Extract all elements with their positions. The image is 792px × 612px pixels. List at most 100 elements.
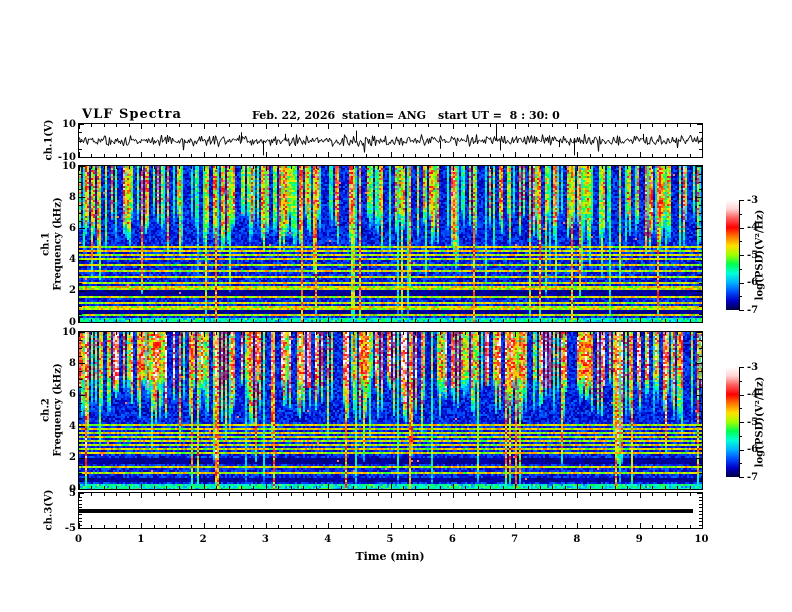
tick-mark [191, 319, 192, 322]
tick-mark [316, 166, 317, 169]
x-axis-title: Time (min) [355, 550, 425, 563]
tick-mark [366, 124, 367, 127]
tick-mark [453, 317, 454, 322]
tick-mark [79, 322, 85, 323]
tick-mark [79, 189, 82, 190]
tick-mark [415, 124, 416, 127]
tick-mark [79, 363, 85, 364]
tick-mark [590, 493, 591, 496]
tick-mark [702, 166, 703, 171]
tick-mark [241, 166, 242, 169]
start-ut-label: start UT = 8 : 30: 0 [438, 109, 560, 122]
tick-mark [353, 493, 354, 496]
tick-mark [699, 299, 702, 300]
tick-mark [79, 306, 82, 307]
tick-mark [739, 228, 744, 229]
tick-mark [540, 493, 541, 496]
tick-mark [415, 154, 416, 157]
tick-mark [241, 486, 242, 489]
tick-mark [699, 497, 702, 498]
tick-mark [440, 319, 441, 322]
tick-mark [690, 486, 691, 489]
tick-mark [328, 166, 329, 171]
ch1-waveform-panel [78, 123, 703, 158]
tick-mark [652, 319, 653, 322]
tick-mark [79, 528, 84, 529]
tick-mark [353, 319, 354, 322]
tick-mark [366, 154, 367, 157]
tick-mark [154, 319, 155, 322]
tick-mark [739, 422, 744, 423]
ch2-frequency-axis-label: Frequency (kHz) [52, 363, 64, 457]
tick-mark [440, 124, 441, 127]
tick-mark [253, 124, 254, 127]
tick-mark [129, 154, 130, 157]
tick-mark [702, 152, 703, 157]
tick-mark [665, 525, 666, 528]
tick-mark [490, 154, 491, 157]
tick-mark [291, 124, 292, 127]
tick-mark [391, 166, 392, 171]
tick-mark [378, 332, 379, 335]
tick-mark [552, 319, 553, 322]
tick-mark [79, 514, 82, 515]
tick-mark [515, 484, 516, 489]
tick-mark [503, 319, 504, 322]
tick-mark [696, 458, 702, 459]
tick-mark [528, 154, 529, 157]
tick-mark [690, 493, 691, 496]
tick-mark [129, 124, 130, 127]
tick-mark [204, 124, 205, 129]
tick-mark [739, 214, 742, 215]
tick-mark [79, 348, 82, 349]
tick-mark [699, 205, 702, 206]
tick-mark [699, 504, 702, 505]
tick-mark [490, 525, 491, 528]
tick-mark [104, 124, 105, 127]
tick-mark [116, 525, 117, 528]
tick-mark [79, 228, 85, 229]
tick-mark [515, 523, 516, 528]
tick-mark [79, 244, 82, 245]
ch2-frequency-tick-label: 8 [69, 357, 76, 369]
tick-mark [696, 363, 702, 364]
tick-mark [528, 525, 529, 528]
tick-mark [515, 332, 516, 337]
tick-mark [79, 371, 82, 372]
colorbar-tick-label: -6 [747, 277, 759, 288]
tick-mark [697, 528, 702, 529]
tick-mark [166, 525, 167, 528]
tick-mark [341, 154, 342, 157]
tick-mark [739, 200, 744, 201]
tick-mark [552, 154, 553, 157]
tick-mark [129, 493, 130, 496]
tick-mark [696, 332, 702, 333]
tick-mark [699, 511, 702, 512]
tick-mark [366, 332, 367, 335]
tick-mark [699, 252, 702, 253]
tick-mark [79, 221, 82, 222]
tick-mark [739, 436, 742, 437]
tick-mark [366, 493, 367, 496]
tick-mark [79, 493, 84, 494]
tick-mark [602, 154, 603, 157]
tick-mark [179, 319, 180, 322]
tick-mark [640, 152, 641, 157]
tick-mark [253, 486, 254, 489]
tick-mark [79, 141, 82, 142]
tick-mark [378, 486, 379, 489]
x-tick-label: 10 [694, 534, 709, 545]
tick-mark [266, 317, 267, 322]
tick-mark [640, 166, 641, 171]
tick-mark [652, 332, 653, 335]
tick-mark [79, 267, 82, 268]
tick-mark [465, 486, 466, 489]
tick-mark [403, 154, 404, 157]
tick-mark [428, 493, 429, 496]
tick-mark [552, 124, 553, 127]
ch2-spectrogram-panel [78, 331, 703, 490]
tick-mark [699, 507, 702, 508]
tick-mark [490, 486, 491, 489]
tick-mark [590, 154, 591, 157]
tick-mark [328, 124, 329, 129]
